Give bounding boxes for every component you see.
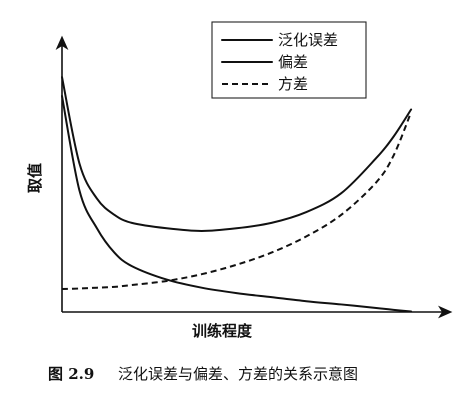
caption-text: 泛化误差与偏差、方差的关系示意图 xyxy=(118,365,358,383)
x-axis-label: 训练程度 xyxy=(192,322,253,340)
legend-box xyxy=(211,21,367,99)
legend-entry-generalization-error: 泛化误差 xyxy=(221,31,338,49)
series-line-bias xyxy=(61,95,413,313)
legend-label: 偏差 xyxy=(278,53,308,71)
y-axis-label: 取值 xyxy=(26,163,44,193)
legend-label: 泛化误差 xyxy=(278,31,338,49)
legend-entry-variance: 方差 xyxy=(222,75,308,93)
legend-entry-bias: 偏差 xyxy=(221,53,308,71)
series-line-generalization-error xyxy=(61,76,413,232)
legend-label: 方差 xyxy=(278,75,308,93)
figure-caption: 图 2.9 泛化误差与偏差、方差的关系示意图 xyxy=(48,365,358,383)
series-layer xyxy=(61,76,413,313)
series-line-variance xyxy=(61,111,413,291)
caption-label: 图 2.9 xyxy=(48,365,94,383)
